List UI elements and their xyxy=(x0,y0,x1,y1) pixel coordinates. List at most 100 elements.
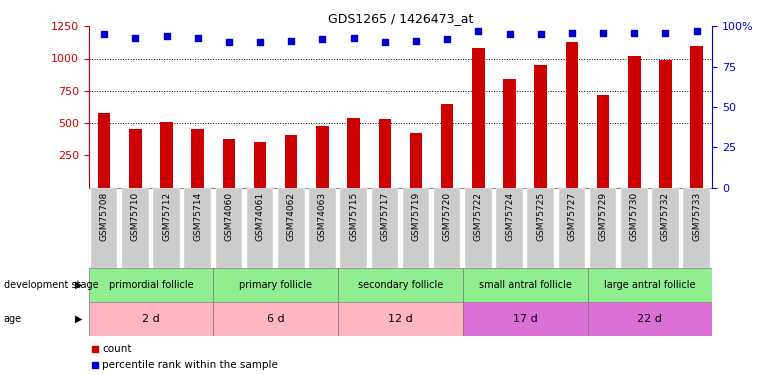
FancyBboxPatch shape xyxy=(434,188,460,268)
Title: GDS1265 / 1426473_at: GDS1265 / 1426473_at xyxy=(328,12,473,25)
Point xyxy=(659,30,671,36)
Bar xyxy=(192,129,204,188)
Text: ▶: ▶ xyxy=(75,314,83,324)
Text: GSM75712: GSM75712 xyxy=(162,192,171,241)
FancyBboxPatch shape xyxy=(527,188,554,268)
FancyBboxPatch shape xyxy=(213,302,338,336)
Bar xyxy=(597,94,609,188)
Point xyxy=(566,30,578,36)
Point xyxy=(223,39,235,45)
Bar xyxy=(410,134,422,188)
Text: GSM74062: GSM74062 xyxy=(286,192,296,240)
Text: 6 d: 6 d xyxy=(267,314,284,324)
FancyBboxPatch shape xyxy=(89,302,213,336)
Text: GSM74061: GSM74061 xyxy=(256,192,265,241)
Text: small antral follicle: small antral follicle xyxy=(479,280,571,290)
Bar xyxy=(347,118,360,188)
Bar xyxy=(223,139,235,188)
Bar xyxy=(441,104,454,188)
Bar xyxy=(316,126,329,188)
Point xyxy=(285,38,297,44)
Bar xyxy=(504,79,516,188)
Point xyxy=(451,294,464,300)
Point xyxy=(534,32,547,38)
FancyBboxPatch shape xyxy=(652,188,678,268)
Bar xyxy=(566,42,578,188)
FancyBboxPatch shape xyxy=(465,188,491,268)
FancyBboxPatch shape xyxy=(588,268,712,302)
Text: GSM75727: GSM75727 xyxy=(567,192,577,241)
Point xyxy=(192,34,204,40)
Point xyxy=(160,33,172,39)
Text: primary follicle: primary follicle xyxy=(239,280,312,290)
Bar xyxy=(534,65,547,188)
Text: GSM75708: GSM75708 xyxy=(99,192,109,241)
Text: GSM75732: GSM75732 xyxy=(661,192,670,241)
Point xyxy=(379,39,391,45)
Bar xyxy=(379,119,391,188)
Bar xyxy=(659,60,671,188)
Text: GSM75729: GSM75729 xyxy=(598,192,608,241)
Point xyxy=(472,28,484,34)
Text: ▶: ▶ xyxy=(75,280,83,290)
Point xyxy=(441,36,454,42)
FancyBboxPatch shape xyxy=(497,188,523,268)
Bar xyxy=(129,129,142,188)
FancyBboxPatch shape xyxy=(338,268,463,302)
Point xyxy=(504,32,516,38)
Point xyxy=(254,39,266,45)
Text: GSM75710: GSM75710 xyxy=(131,192,140,241)
Text: GSM75714: GSM75714 xyxy=(193,192,203,241)
FancyBboxPatch shape xyxy=(310,188,336,268)
Text: GSM75715: GSM75715 xyxy=(349,192,358,241)
Point xyxy=(316,36,329,42)
FancyBboxPatch shape xyxy=(372,188,398,268)
Text: secondary follicle: secondary follicle xyxy=(358,280,443,290)
FancyBboxPatch shape xyxy=(463,302,588,336)
Text: age: age xyxy=(4,314,22,324)
FancyBboxPatch shape xyxy=(559,188,585,268)
FancyBboxPatch shape xyxy=(122,188,149,268)
Point xyxy=(597,30,609,36)
Text: 2 d: 2 d xyxy=(142,314,160,324)
Text: development stage: development stage xyxy=(4,280,99,290)
Bar xyxy=(254,142,266,188)
Bar xyxy=(98,112,110,188)
FancyBboxPatch shape xyxy=(278,188,304,268)
Point xyxy=(691,28,703,34)
Text: GSM75720: GSM75720 xyxy=(443,192,452,241)
Text: GSM75717: GSM75717 xyxy=(380,192,390,241)
Point xyxy=(451,150,464,156)
Text: GSM75722: GSM75722 xyxy=(474,192,483,240)
FancyBboxPatch shape xyxy=(185,188,211,268)
Text: large antral follicle: large antral follicle xyxy=(604,280,695,290)
Text: percentile rank within the sample: percentile rank within the sample xyxy=(102,360,278,370)
Point xyxy=(98,32,110,38)
FancyBboxPatch shape xyxy=(216,188,242,268)
Text: GSM75733: GSM75733 xyxy=(692,192,701,241)
FancyBboxPatch shape xyxy=(340,188,367,268)
FancyBboxPatch shape xyxy=(153,188,179,268)
Text: 17 d: 17 d xyxy=(513,314,537,324)
Text: count: count xyxy=(102,344,132,354)
Text: 22 d: 22 d xyxy=(638,314,662,324)
Text: GSM75725: GSM75725 xyxy=(536,192,545,241)
FancyBboxPatch shape xyxy=(91,188,117,268)
FancyBboxPatch shape xyxy=(338,302,463,336)
Bar xyxy=(472,48,484,188)
FancyBboxPatch shape xyxy=(89,268,213,302)
Point xyxy=(129,34,142,40)
Bar xyxy=(285,135,297,188)
Text: GSM74063: GSM74063 xyxy=(318,192,327,241)
FancyBboxPatch shape xyxy=(588,302,712,336)
Point xyxy=(347,34,360,40)
Text: GSM75719: GSM75719 xyxy=(411,192,420,241)
Text: GSM74060: GSM74060 xyxy=(224,192,233,241)
Point xyxy=(410,38,422,44)
Bar xyxy=(160,122,172,188)
Point xyxy=(628,30,641,36)
Text: GSM75730: GSM75730 xyxy=(630,192,639,241)
FancyBboxPatch shape xyxy=(621,188,648,268)
Bar xyxy=(691,46,703,188)
Text: 12 d: 12 d xyxy=(388,314,413,324)
